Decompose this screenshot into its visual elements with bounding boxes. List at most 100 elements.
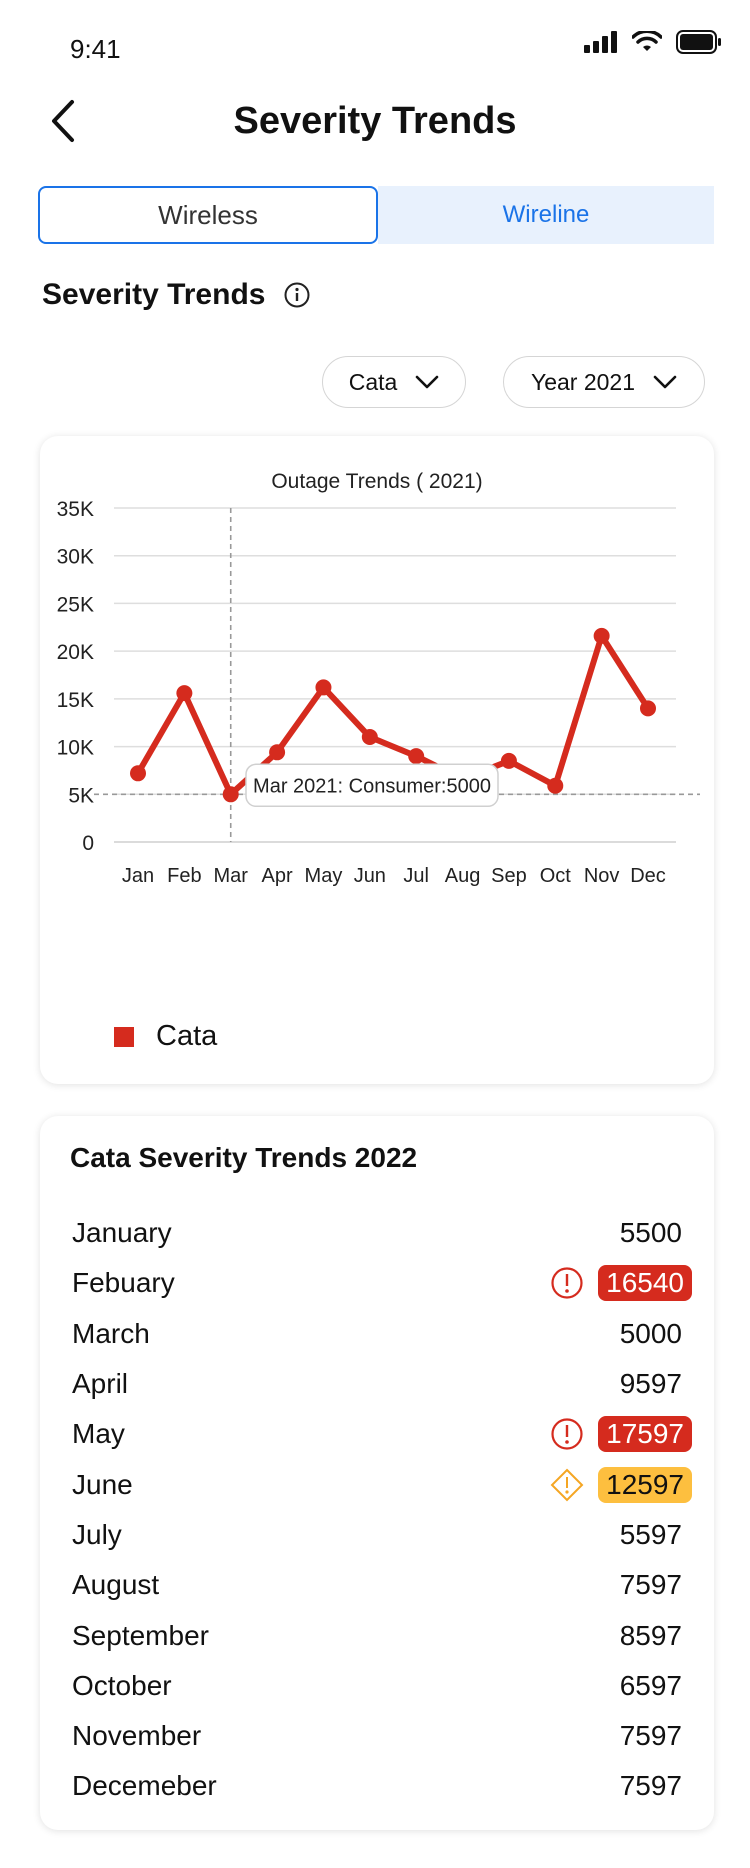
x-tick-label: Mar bbox=[214, 865, 249, 887]
section-title: Severity Trends bbox=[42, 278, 266, 311]
tooltip-text: Mar 2021: Consumer:5000 bbox=[253, 775, 491, 797]
data-point bbox=[130, 765, 146, 782]
row-value-group: 17597 bbox=[550, 1416, 692, 1453]
table-row[interactable]: September 8597 bbox=[72, 1610, 692, 1660]
severity-table-card: Cata Severity Trends 2022 January 5500 Feb… bbox=[40, 1116, 714, 1830]
month-label: Febuary bbox=[72, 1267, 175, 1299]
table-row[interactable]: November 7597 bbox=[72, 1711, 692, 1761]
back-button[interactable] bbox=[38, 96, 88, 146]
category-dropdown[interactable]: Cata bbox=[322, 356, 466, 408]
x-tick-label: Aug bbox=[445, 865, 481, 887]
value-text: 5000 bbox=[619, 1317, 682, 1349]
row-value-group: 5500 bbox=[620, 1217, 692, 1249]
row-value-group: 5000 bbox=[620, 1318, 692, 1350]
month-label: July bbox=[72, 1518, 122, 1550]
chart-title: Outage Trends ( 2021) bbox=[271, 470, 483, 493]
value-text: 16540 bbox=[598, 1265, 692, 1302]
row-value-group: 6597 bbox=[620, 1670, 692, 1702]
row-value-group: 7597 bbox=[620, 1720, 692, 1752]
row-value-group: 12597 bbox=[550, 1466, 692, 1503]
x-tick-label: Oct bbox=[540, 865, 572, 887]
legend-label: Cata bbox=[156, 1020, 218, 1052]
month-label: March bbox=[72, 1317, 150, 1349]
row-value-group: 9597 bbox=[620, 1368, 692, 1400]
x-tick-label: Nov bbox=[584, 865, 620, 887]
x-tick-label: Feb bbox=[167, 865, 201, 887]
info-icon[interactable] bbox=[283, 281, 311, 309]
alert-circle-icon bbox=[550, 1417, 584, 1451]
tab-wireline[interactable]: Wireline bbox=[378, 186, 714, 244]
month-label: May bbox=[72, 1418, 125, 1450]
month-label: August bbox=[72, 1569, 160, 1601]
table-row[interactable]: July 5597 bbox=[72, 1510, 692, 1560]
signal-icon bbox=[584, 31, 617, 53]
tab-wireless[interactable]: Wireless bbox=[38, 186, 378, 244]
chart-tooltip: Mar 2021: Consumer:5000 bbox=[245, 763, 499, 808]
chart-card: Outage Trends ( 2021) 0 5K 10K 15K 20K 25K 30K… bbox=[40, 436, 714, 1084]
year-dropdown-value: Year 2021 bbox=[530, 368, 636, 395]
value-text: 12597 bbox=[598, 1466, 692, 1503]
row-value-group: 7597 bbox=[620, 1770, 692, 1802]
row-value-group: 5597 bbox=[620, 1519, 692, 1551]
table-row[interactable]: April 9597 bbox=[72, 1359, 692, 1409]
chevron-down-icon bbox=[415, 375, 439, 389]
data-point bbox=[408, 748, 425, 765]
category-dropdown-value: Cata bbox=[348, 368, 398, 395]
value-text: 9597 bbox=[619, 1368, 682, 1400]
y-tick-label: 25K bbox=[57, 593, 94, 616]
table-row[interactable]: May 17597 bbox=[72, 1409, 692, 1459]
table-row[interactable]: Decemeber 7597 bbox=[72, 1761, 692, 1811]
month-label: September bbox=[72, 1619, 209, 1651]
tab-bar: Wireless Wireline bbox=[38, 186, 714, 244]
x-tick-label: Jun bbox=[354, 865, 386, 887]
value-text: 17597 bbox=[598, 1416, 692, 1453]
severity-table: January 5500 Febuary 16540 March 5000 April 959… bbox=[72, 1208, 692, 1812]
battery-icon bbox=[676, 30, 721, 54]
data-point bbox=[269, 744, 286, 761]
section-header: Severity Trends bbox=[42, 278, 311, 312]
y-tick-label: 30K bbox=[57, 546, 94, 569]
value-text: 5597 bbox=[619, 1518, 682, 1550]
value-text: 6597 bbox=[619, 1669, 682, 1701]
x-tick-label: Dec bbox=[630, 865, 666, 887]
row-value-group: 7597 bbox=[620, 1569, 692, 1601]
chevron-down-icon bbox=[653, 375, 677, 389]
value-text: 7597 bbox=[619, 1720, 682, 1752]
legend-swatch bbox=[114, 1026, 134, 1047]
y-tick-label: 10K bbox=[57, 737, 94, 760]
table-row[interactable]: January 5500 bbox=[72, 1208, 692, 1258]
data-point bbox=[361, 729, 378, 746]
table-row[interactable]: June 12597 bbox=[72, 1459, 692, 1509]
data-point bbox=[640, 700, 656, 717]
month-label: April bbox=[72, 1368, 129, 1400]
data-point bbox=[547, 777, 564, 794]
line-chart[interactable]: 0 5K 10K 15K 20K 25K 30K 35K Jan Feb Mar Apr May Jun J… bbox=[40, 496, 714, 996]
series-line bbox=[135, 632, 651, 798]
x-tick-label: May bbox=[305, 865, 343, 887]
page-title: Severity Trends bbox=[233, 100, 517, 142]
data-point bbox=[593, 627, 610, 644]
y-tick-label: 15K bbox=[57, 689, 94, 712]
data-point bbox=[315, 679, 332, 696]
y-tick-label: 20K bbox=[57, 641, 94, 664]
month-label: Decemeber bbox=[72, 1770, 217, 1802]
warning-diamond-icon bbox=[550, 1468, 584, 1502]
status-time: 9:41 bbox=[70, 34, 121, 64]
chevron-left-icon bbox=[52, 100, 74, 142]
data-point bbox=[222, 786, 239, 803]
table-row[interactable]: October 6597 bbox=[72, 1661, 692, 1711]
y-tick-label: 5K bbox=[68, 784, 94, 807]
table-row[interactable]: March 5000 bbox=[72, 1309, 692, 1359]
x-tick-label: Jul bbox=[403, 865, 429, 887]
table-row[interactable]: Febuary 16540 bbox=[72, 1258, 692, 1308]
value-text: 7597 bbox=[619, 1569, 682, 1601]
data-point bbox=[500, 752, 517, 769]
tooltip-box bbox=[245, 763, 499, 808]
year-dropdown[interactable]: Year 2021 bbox=[503, 356, 705, 408]
value-text: 8597 bbox=[619, 1619, 682, 1651]
table-row[interactable]: August 7597 bbox=[72, 1560, 692, 1610]
data-point bbox=[176, 685, 193, 702]
status-icons bbox=[584, 30, 722, 54]
month-label: June bbox=[72, 1468, 133, 1500]
chart-legend: Cata bbox=[114, 1020, 217, 1053]
